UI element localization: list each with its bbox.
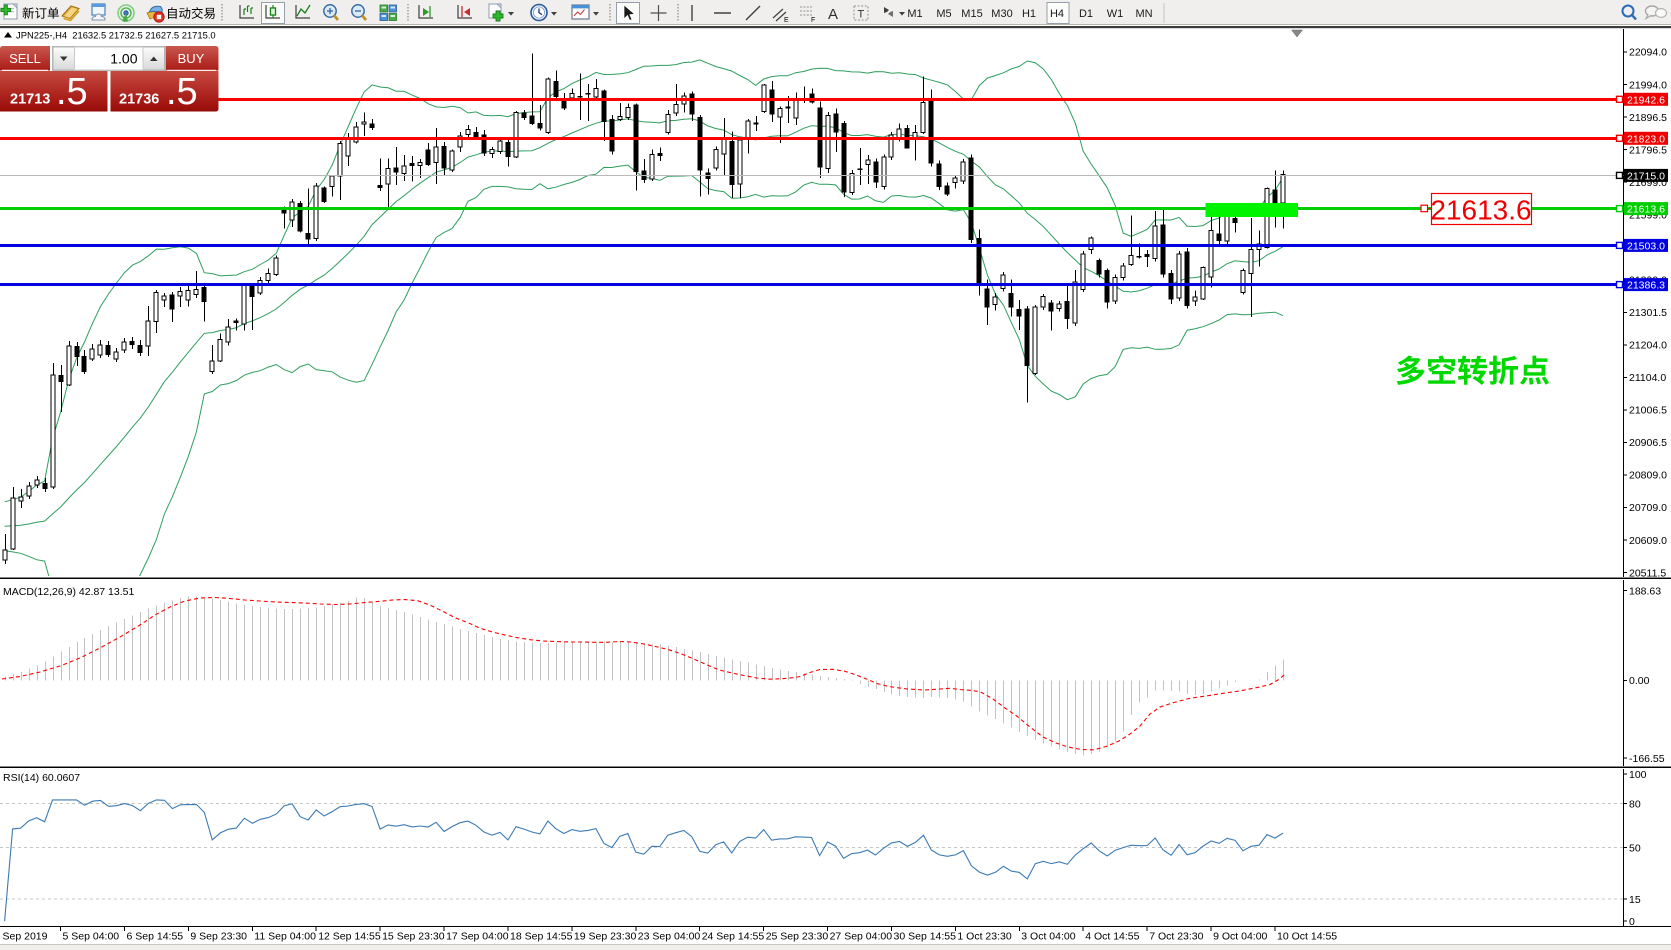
svg-text:M5: M5 <box>936 8 951 20</box>
svg-text:6 Sep 14:55: 6 Sep 14:55 <box>127 931 184 943</box>
svg-text:23 Sep 04:00: 23 Sep 04:00 <box>638 931 701 943</box>
svg-text:.5: .5 <box>166 71 198 113</box>
svg-text:21796.5: 21796.5 <box>1629 144 1667 156</box>
svg-text:19 Sep 23:30: 19 Sep 23:30 <box>574 931 637 943</box>
svg-text:21823.0: 21823.0 <box>1627 133 1665 145</box>
svg-text:20511.5: 20511.5 <box>1629 567 1666 579</box>
svg-text:10 Oct 14:55: 10 Oct 14:55 <box>1277 931 1337 943</box>
svg-text:20609.0: 20609.0 <box>1629 535 1667 547</box>
svg-text:.5: .5 <box>56 71 88 113</box>
svg-text:30 Sep 14:55: 30 Sep 14:55 <box>894 931 957 943</box>
svg-text:11 Sep 04:00: 11 Sep 04:00 <box>254 931 316 943</box>
svg-text:50: 50 <box>1629 842 1641 854</box>
svg-text:21994.0: 21994.0 <box>1629 79 1667 91</box>
svg-text:D1: D1 <box>1079 8 1093 20</box>
svg-text:M1: M1 <box>907 8 922 20</box>
svg-text:21942.6: 21942.6 <box>1627 94 1665 106</box>
svg-text:25 Sep 23:30: 25 Sep 23:30 <box>766 931 829 943</box>
svg-text:100: 100 <box>1629 769 1647 781</box>
svg-text:21613.6: 21613.6 <box>1430 195 1531 226</box>
svg-text:9 Oct 04:00: 9 Oct 04:00 <box>1213 931 1267 943</box>
svg-text:22094.0: 22094.0 <box>1629 47 1667 59</box>
svg-text:9 Sep 23:30: 9 Sep 23:30 <box>190 931 247 943</box>
svg-text:21715.0: 21715.0 <box>1627 170 1665 182</box>
svg-text:27 Sep 04:00: 27 Sep 04:00 <box>830 931 893 943</box>
svg-text:15: 15 <box>1629 894 1641 906</box>
svg-text:5 Sep 04:00: 5 Sep 04:00 <box>63 931 120 943</box>
svg-text:12 Sep 14:55: 12 Sep 14:55 <box>318 931 381 943</box>
svg-text:20709.0: 20709.0 <box>1629 502 1667 514</box>
svg-text:-166.55: -166.55 <box>1629 753 1665 765</box>
svg-text:SELL: SELL <box>9 51 41 66</box>
svg-text:1 Oct 23:30: 1 Oct 23:30 <box>957 931 1011 943</box>
svg-text:RSI(14) 60.0607: RSI(14) 60.0607 <box>3 772 80 784</box>
svg-text:A: A <box>828 6 838 23</box>
svg-text:21386.3: 21386.3 <box>1627 280 1665 292</box>
svg-text:3 Oct 04:00: 3 Oct 04:00 <box>1021 931 1075 943</box>
svg-text:21896.5: 21896.5 <box>1629 112 1667 124</box>
svg-text:24 Sep 14:55: 24 Sep 14:55 <box>702 931 765 943</box>
svg-text:F: F <box>811 17 815 24</box>
svg-text:17 Sep 04:00: 17 Sep 04:00 <box>446 931 509 943</box>
svg-text:21613.6: 21613.6 <box>1627 204 1665 216</box>
svg-text:M15: M15 <box>961 8 982 20</box>
svg-text:M30: M30 <box>991 8 1012 20</box>
svg-text:0: 0 <box>1629 916 1635 928</box>
svg-text:80: 80 <box>1629 798 1641 810</box>
svg-text:E: E <box>784 17 789 24</box>
svg-text:0.00: 0.00 <box>1629 675 1650 687</box>
svg-text:21301.5: 21301.5 <box>1629 307 1667 319</box>
svg-text:18 Sep 14:55: 18 Sep 14:55 <box>510 931 573 943</box>
svg-text:21204.0: 21204.0 <box>1629 340 1667 352</box>
svg-text:7 Oct 23:30: 7 Oct 23:30 <box>1149 931 1203 943</box>
svg-text:1.00: 1.00 <box>110 51 137 67</box>
svg-text:188.63: 188.63 <box>1629 585 1661 597</box>
svg-text:H1: H1 <box>1022 8 1036 20</box>
svg-text:W1: W1 <box>1107 8 1124 20</box>
svg-text:20809.0: 20809.0 <box>1629 470 1667 482</box>
svg-text:21736: 21736 <box>119 92 159 108</box>
svg-text:H4: H4 <box>1050 8 1064 20</box>
svg-text:4 Oct 14:55: 4 Oct 14:55 <box>1085 931 1139 943</box>
svg-text:15 Sep 23:30: 15 Sep 23:30 <box>382 931 445 943</box>
svg-text:20906.5: 20906.5 <box>1629 437 1667 449</box>
svg-text:JPN225-,H4 21632.5 21732.5 21: JPN225-,H4 21632.5 21732.5 21627.5 21715… <box>16 30 216 41</box>
svg-text:MACD(12,26,9) 42.87 13.51: MACD(12,26,9) 42.87 13.51 <box>3 586 134 598</box>
svg-text:21006.5: 21006.5 <box>1629 405 1667 417</box>
svg-text:BUY: BUY <box>178 51 205 66</box>
svg-text:Sep 2019: Sep 2019 <box>3 931 48 943</box>
svg-text:MN: MN <box>1135 8 1152 20</box>
svg-text:21503.0: 21503.0 <box>1627 240 1665 252</box>
svg-text:21104.0: 21104.0 <box>1629 372 1666 384</box>
svg-text:T: T <box>858 9 865 21</box>
svg-text:21713: 21713 <box>10 92 50 108</box>
